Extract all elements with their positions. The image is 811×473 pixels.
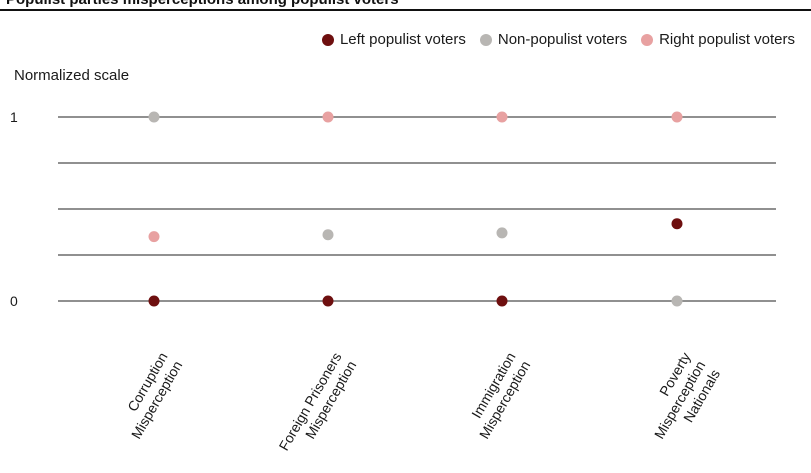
data-point [671,111,683,123]
grid-lines [58,116,776,302]
data-point [496,111,508,123]
legend-label-right-populist: Right populist voters [659,31,795,48]
legend-item-right-populist: Right populist voters [641,31,795,48]
data-point [148,111,160,123]
data-point [148,295,160,307]
data-point [496,295,508,307]
legend-swatch-non-populist [479,33,492,46]
data-point [322,111,334,123]
data-point [496,227,508,239]
data-point [671,295,683,307]
legend-label-left-populist: Left populist voters [339,31,466,48]
y-tick-label: 0 [10,293,18,309]
data-point [148,231,160,243]
y-axis-label: Normalized scale [14,67,130,84]
legend-swatch-right-populist [641,33,654,46]
chart-title: Populist parties misperceptions among po… [6,0,399,8]
chart-legend: Left populist voters Non-populist voters… [321,31,795,48]
data-point [671,218,683,230]
y-tick-labels: 01 [10,109,18,309]
legend-item-non-populist: Non-populist voters [479,31,628,48]
y-tick-label: 1 [10,109,18,125]
chart-title-area: Populist parties misperceptions among po… [0,0,811,14]
data-point [322,295,334,307]
legend-label-non-populist: Non-populist voters [497,31,628,48]
data-point [322,229,334,241]
legend-swatch-left-populist [321,33,334,46]
title-divider [0,9,811,11]
data-points [148,111,683,307]
legend-item-left-populist: Left populist voters [321,31,466,48]
